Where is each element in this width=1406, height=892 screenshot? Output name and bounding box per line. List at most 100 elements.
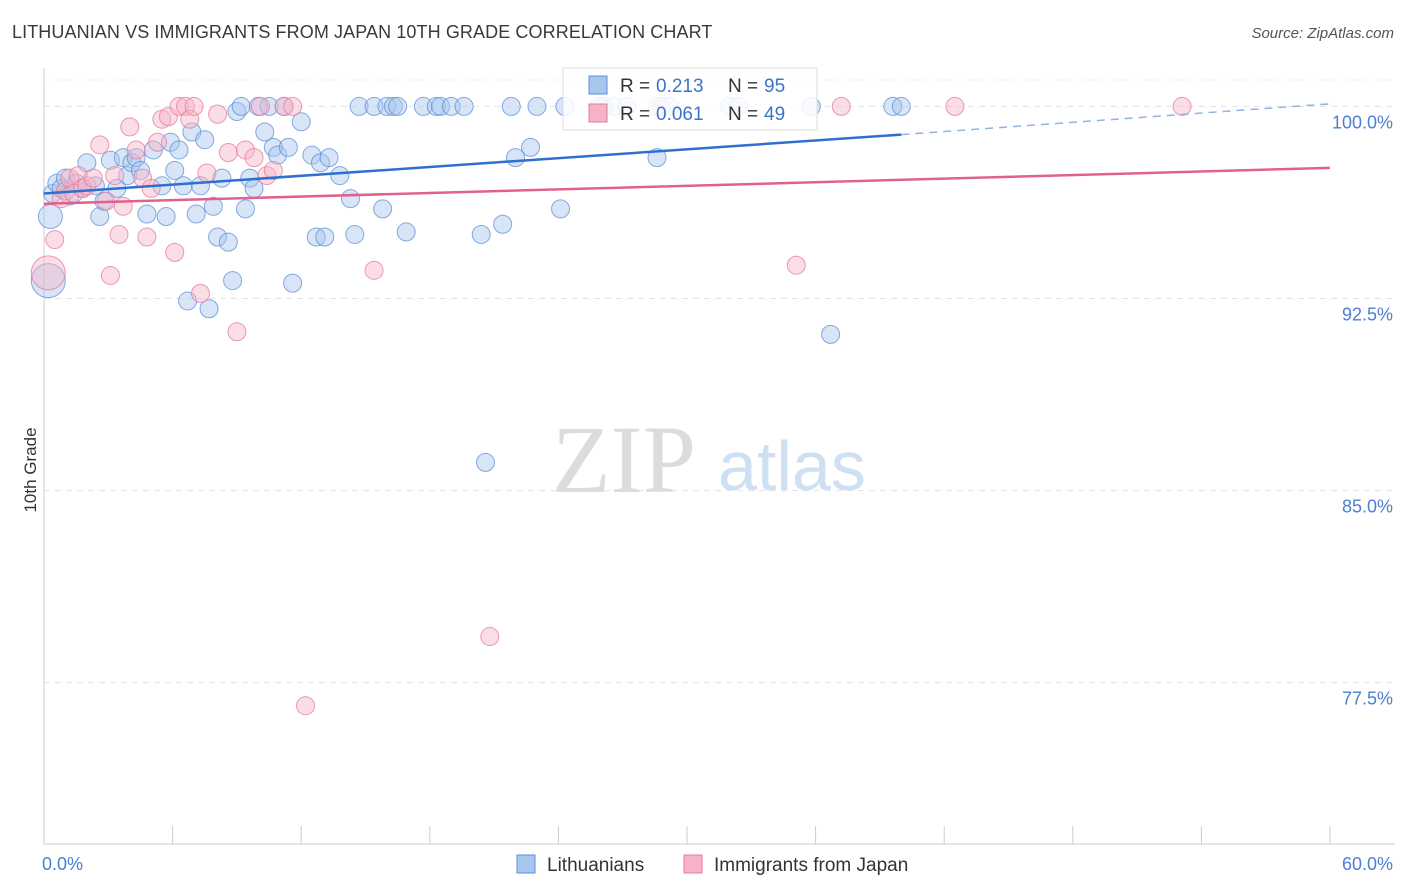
japan-point-21	[148, 132, 168, 152]
lithuanian-point-59	[340, 189, 360, 209]
japan-trend-line	[43, 166, 1331, 205]
japan-point-47	[945, 96, 965, 116]
legend-swatch-japan	[588, 103, 608, 123]
lithuanian-point-58	[330, 166, 350, 186]
y-tick-label-2: 85.0%	[1342, 497, 1393, 517]
japan-point-40	[283, 96, 303, 116]
lithuanian-point-1	[37, 204, 63, 230]
legend-n-value-1: 95	[764, 76, 785, 97]
lithuanian-point-67	[396, 222, 416, 242]
x-tick-label-max: 60.0%	[1342, 854, 1393, 874]
lithuanian-point-77	[506, 148, 526, 168]
lithuanian-point-48	[268, 145, 288, 165]
lithuanian-point-27	[173, 176, 193, 196]
japan-point-20	[141, 178, 161, 198]
lithuanian-point-61	[349, 96, 369, 116]
legend-r-label-1: R =	[620, 76, 650, 97]
series-legend: Lithuanians Immigrants from Japan	[516, 854, 908, 876]
japan-point-14	[109, 224, 129, 244]
lithuanian-point-32	[195, 130, 215, 150]
series-legend-label-lithuanians: Lithuanians	[547, 855, 644, 876]
lithuanian-point-37	[218, 232, 238, 252]
lithuanian-point-69	[426, 96, 446, 116]
japan-point-36	[250, 96, 270, 116]
lithuanian-point-35	[208, 227, 228, 247]
series-legend-swatch-lithuanians	[516, 854, 536, 874]
lithuanian-point-38	[223, 271, 243, 291]
japan-point-30	[197, 163, 217, 183]
lithuanian-point-94	[891, 96, 911, 116]
lithuanian-point-30	[186, 204, 206, 224]
lithuanian-point-92	[821, 324, 841, 344]
japan-point-9	[83, 168, 103, 188]
japan-point-1	[45, 230, 65, 250]
lithuanian-point-80	[551, 199, 571, 219]
japan-point-45	[786, 255, 806, 275]
y-tick-label-1: 92.5%	[1342, 304, 1393, 324]
lithuanian-point-86	[647, 148, 667, 168]
watermark-zip: ZIP	[552, 406, 696, 513]
lithuanian-point-40	[231, 96, 251, 116]
japan-point-28	[184, 96, 204, 116]
japan-point-35	[244, 148, 264, 168]
lithuanian-point-72	[454, 96, 474, 116]
lithuanian-trend-extension	[901, 103, 1331, 136]
japan-point-16	[120, 117, 140, 137]
lithuanian-point-60	[345, 224, 365, 244]
y-tick-label-0: 100.0%	[1332, 112, 1393, 132]
lithuanian-point-76	[501, 96, 521, 116]
japan-point-32	[218, 143, 238, 163]
series-legend-swatch-japan	[683, 854, 703, 874]
legend-n-label-2: N =	[728, 104, 758, 125]
lithuanian-point-73	[471, 224, 491, 244]
lithuanian-point-52	[291, 112, 311, 132]
trend-lines	[43, 103, 1331, 205]
lithuanian-point-64	[377, 96, 397, 116]
japan-point-42	[364, 260, 384, 280]
japan-point-33	[227, 322, 247, 342]
lithuanian-point-50	[278, 137, 298, 157]
lithuanian-point-75	[493, 214, 513, 234]
legend-swatch-lithuanians	[588, 75, 608, 95]
y-tick-labels: 100.0% 92.5% 85.0% 77.5%	[1332, 112, 1393, 708]
lithuanian-point-63	[373, 199, 393, 219]
japan-point-48	[1172, 96, 1192, 116]
japan-point-24	[165, 242, 185, 262]
data-points	[30, 96, 1192, 716]
japan-point-23	[158, 107, 178, 127]
japan-point-15	[113, 196, 133, 216]
lithuanian-point-66	[388, 96, 408, 116]
stats-legend: R = 0.213 N = 95 R = 0.061 N = 49	[562, 67, 818, 131]
lithuanian-point-23	[156, 207, 176, 227]
japan-point-46	[831, 96, 851, 116]
legend-n-label-1: N =	[728, 76, 758, 97]
lithuanian-point-56	[315, 227, 335, 247]
japan-point-0	[30, 255, 66, 291]
japan-point-43	[480, 627, 500, 647]
watermark: ZIP atlas	[552, 406, 866, 513]
lithuanian-point-57	[319, 148, 339, 168]
lithuanian-point-26	[169, 140, 189, 160]
lithuanian-point-74	[476, 452, 496, 472]
chart-source: Source: ZipAtlas.com	[1251, 25, 1394, 42]
legend-r-value-2: 0.061	[656, 104, 704, 125]
japan-point-12	[100, 265, 120, 285]
legend-r-value-1: 0.213	[656, 76, 704, 97]
japan-point-31	[208, 104, 228, 124]
lithuanian-point-0	[30, 263, 66, 299]
lithuanian-point-25	[165, 160, 185, 180]
lithuanian-point-34	[203, 196, 223, 216]
japan-point-29	[190, 283, 210, 303]
y-axis-title: 10th Grade	[21, 427, 40, 512]
japan-point-38	[263, 160, 283, 180]
legend-n-value-2: 49	[764, 104, 785, 125]
japan-point-19	[137, 227, 157, 247]
japan-point-17	[126, 140, 146, 160]
lithuanian-point-51	[283, 273, 303, 293]
x-tick-label-min: 0.0%	[42, 854, 83, 874]
legend-r-label-2: R =	[620, 104, 650, 125]
watermark-atlas: atlas	[718, 427, 866, 505]
lithuanian-point-79	[527, 96, 547, 116]
japan-point-25	[169, 96, 189, 116]
